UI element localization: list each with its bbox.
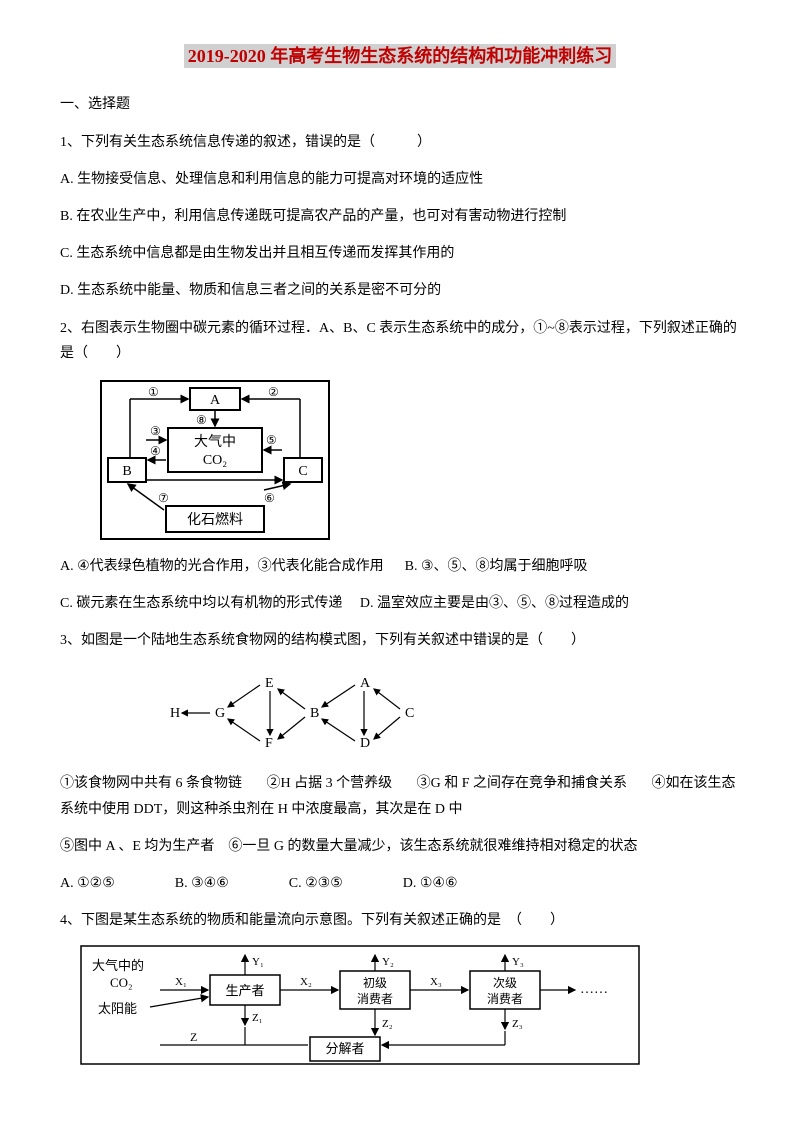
q2-n3: ③ xyxy=(150,424,161,438)
q3-node-G: G xyxy=(215,706,225,721)
q3-node-C: C xyxy=(405,706,414,721)
q4-y2: Y₂ xyxy=(382,956,394,968)
q2-label-B: B xyxy=(122,464,131,479)
q4-secondary2: 消费者 xyxy=(487,992,523,1006)
q4-producer: 生产者 xyxy=(225,983,264,998)
q3-stem: 3、如图是一个陆地生态系统食物网的结构模式图，下列有关叙述中错误的是（ ） xyxy=(60,628,740,653)
q3-s5: ⑤图中 A 、E 均为生产者 xyxy=(60,839,214,854)
q2-option-a: A. ④代表绿色植物的光合作用，③代表化能合成作用 xyxy=(60,559,384,574)
q4-x2: X₂ xyxy=(300,976,312,988)
q2-n4: ④ xyxy=(150,444,161,458)
q2-n8: ⑧ xyxy=(196,413,207,427)
q2-option-b: B. ③、⑤、⑧均属于细胞呼吸 xyxy=(405,559,588,574)
q2-n2: ② xyxy=(268,385,279,399)
q3-s6: ⑥一旦 G 的数量大量减少，该生态系统就很难维持相对稳定的状态 xyxy=(228,839,637,854)
q3-s1: ①该食物网中共有 6 条食物链 xyxy=(60,776,242,791)
q2-n5: ⑤ xyxy=(266,433,277,447)
q4-y3: Y₃ xyxy=(512,956,524,968)
q3-option-a: A. ①②⑤ xyxy=(60,871,115,896)
q2-label-C: C xyxy=(298,464,307,479)
q3-s3: ③G 和 F 之间存在竞争和捕食关系 xyxy=(417,776,627,791)
q3-option-d: D. ①④⑥ xyxy=(403,871,458,896)
q3-node-A: A xyxy=(360,676,371,691)
q2-stem: 2、右图表示生物圈中碳元素的循环过程．A、B、C 表示生态系统中的成分，①~⑧表… xyxy=(60,316,740,366)
q2-label-A: A xyxy=(210,393,221,408)
q2-option-row1: A. ④代表绿色植物的光合作用，③代表化能合成作用 B. ③、⑤、⑧均属于细胞呼… xyxy=(60,554,740,579)
q3-option-b: B. ③④⑥ xyxy=(175,871,229,896)
q4-z1: Z₁ xyxy=(252,1012,263,1024)
q2-label-center2: CO₂ xyxy=(203,453,227,468)
q4-dots: …… xyxy=(580,982,608,997)
q4-sun: 太阳能 xyxy=(98,1001,137,1016)
q3-diagram: H G E F B A D C xyxy=(160,667,740,757)
q1-option-b: B. 在农业生产中，利用信息传递既可提高农产品的产量，也可对有害动物进行控制 xyxy=(60,204,740,229)
q4-primary2: 消费者 xyxy=(357,992,393,1006)
q2-n1: ① xyxy=(148,385,159,399)
q4-decomposer: 分解者 xyxy=(325,1041,364,1056)
q3-statements-row1: ①该食物网中共有 6 条食物链 ②H 占据 3 个营养级 ③G 和 F 之间存在… xyxy=(60,771,740,821)
q3-node-D: D xyxy=(360,736,370,751)
q4-stem: 4、下图是某生态系统的物质和能量流向示意图。下列有关叙述正确的是 （ ） xyxy=(60,908,740,933)
q4-co2-2: CO₂ xyxy=(110,975,133,990)
q4-primary1: 初级 xyxy=(363,976,387,990)
title-text: 2019-2020 年高考生物生态系统的结构和功能冲刺练习 xyxy=(184,44,617,68)
q1-option-a: A. 生物接受信息、处理信息和利用信息的能力可提高对环境的适应性 xyxy=(60,167,740,192)
q4-z: Z xyxy=(190,1030,197,1044)
q4-x1: X₁ xyxy=(175,976,187,988)
q2-diagram: A 大气中 CO₂ B C 化石燃料 ① ② ⑧ ③ ④ ⑤ ⑥ ⑦ xyxy=(100,380,740,540)
q4-z3: Z₃ xyxy=(512,1018,523,1030)
q2-n6: ⑥ xyxy=(264,491,275,505)
q3-node-F: F xyxy=(265,736,273,751)
q2-label-center1: 大气中 xyxy=(194,434,236,450)
q3-options: A. ①②⑤ B. ③④⑥ C. ②③⑤ D. ①④⑥ xyxy=(60,871,740,896)
q1-stem: 1、下列有关生态系统信息传递的叙述，错误的是（ ） xyxy=(60,130,740,155)
q1-option-d: D. 生态系统中能量、物质和信息三者之间的关系是密不可分的 xyxy=(60,278,740,303)
q2-option-row2: C. 碳元素在生态系统中均以有机物的形式传递 D. 温室效应主要是由③、⑤、⑧过… xyxy=(60,591,740,616)
q2-label-bottom: 化石燃料 xyxy=(187,511,243,528)
q3-statements-row2: ⑤图中 A 、E 均为生产者 ⑥一旦 G 的数量大量减少，该生态系统就很难维持相… xyxy=(60,834,740,859)
page-title: 2019-2020 年高考生物生态系统的结构和功能冲刺练习 xyxy=(60,40,740,72)
section-heading: 一、选择题 xyxy=(60,92,740,117)
q4-co2-1: 大气中的 xyxy=(92,958,144,973)
q3-node-B: B xyxy=(310,706,319,721)
q4-secondary1: 次级 xyxy=(493,976,517,990)
q2-n7: ⑦ xyxy=(158,491,169,505)
q2-option-c: C. 碳元素在生态系统中均以有机物的形式传递 xyxy=(60,596,342,611)
q3-option-c: C. ②③⑤ xyxy=(289,871,343,896)
q4-y1: Y₁ xyxy=(252,956,264,968)
q4-x3: X₃ xyxy=(430,976,442,988)
q4-diagram: 大气中的 CO₂ 太阳能 生产者 初级 消费者 次级 消费者 …… 分解者 X₁… xyxy=(80,945,740,1074)
q3-node-E: E xyxy=(265,676,274,691)
q3-node-H: H xyxy=(170,706,180,721)
q2-option-d: D. 温室效应主要是由③、⑤、⑧过程造成的 xyxy=(360,596,629,611)
q4-z2: Z₂ xyxy=(382,1018,393,1030)
q3-s2: ②H 占据 3 个营养级 xyxy=(267,776,393,791)
q1-option-c: C. 生态系统中信息都是由生物发出并且相互传递而发挥其作用的 xyxy=(60,241,740,266)
